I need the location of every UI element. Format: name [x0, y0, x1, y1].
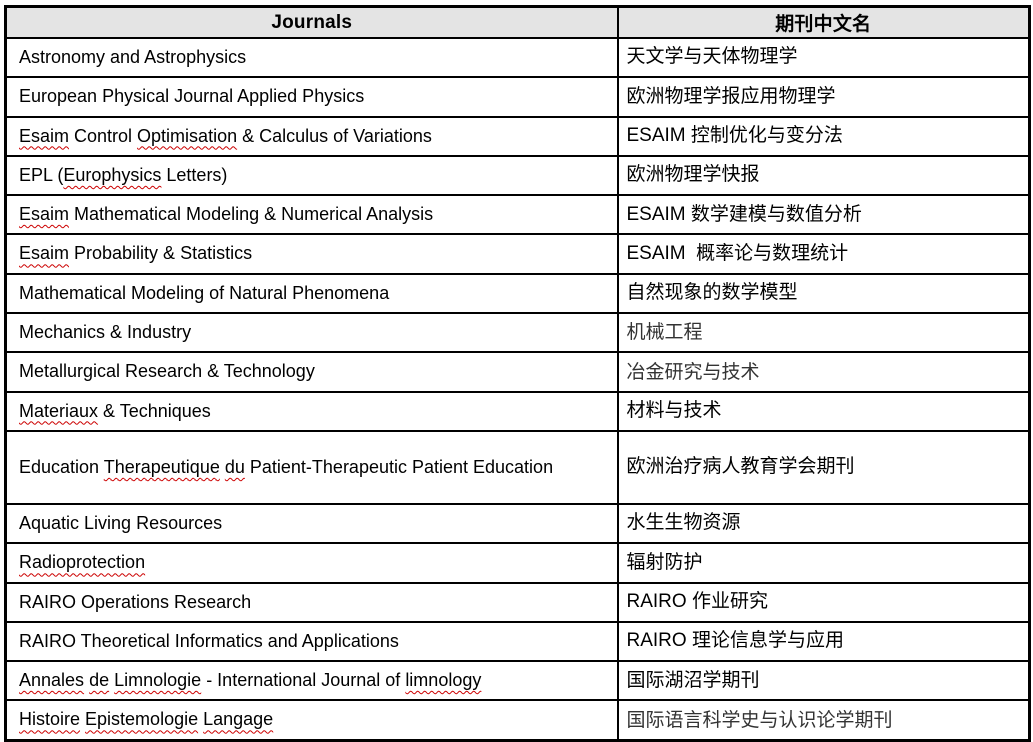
journal-name-en: Astronomy and Astrophysics	[4, 36, 619, 79]
journal-name-en: Esaim Control Optimisation & Calculus of…	[4, 115, 619, 157]
text-segment: European Physical Journal Applied Physic…	[19, 86, 365, 107]
journal-name-en: EPL (Europhysics Letters)	[4, 154, 619, 197]
journal-name-zh: 辐射防护	[616, 542, 1031, 584]
text-segment: RAIRO Theoretical Informatics and Applic…	[19, 630, 399, 651]
journal-name-zh: 自然现象的数学模型	[616, 272, 1031, 315]
text-segment: Astronomy and Astrophysics	[19, 47, 247, 67]
misspelled-word: Epistemologie	[85, 709, 199, 730]
text-segment: Control	[69, 125, 138, 146]
journal-name-en: Radioprotection	[4, 542, 619, 584]
table-row: Astronomy and Astrophysics 天文学与天体物理学	[4, 36, 1031, 79]
column-header-journals: Journals	[4, 5, 619, 39]
journal-name-en: RAIRO Theoretical Informatics and Applic…	[4, 620, 619, 663]
journal-name-en: Annales de Limnologie - International Jo…	[4, 660, 619, 702]
misspelled-word: Limnologie	[114, 670, 202, 691]
text-segment: RAIRO Operations Research	[19, 591, 252, 612]
text-segment: - International Journal of	[201, 670, 406, 691]
journal-name-zh: ESAIM 控制优化与变分法	[616, 115, 1031, 157]
journal-name-zh: 材料与技术	[616, 390, 1031, 432]
journal-name-en: Mechanics & Industry	[4, 312, 619, 354]
table-row: Esaim Control Optimisation & Calculus of…	[4, 115, 1031, 157]
journal-name-en: RAIRO Operations Research	[4, 581, 619, 623]
text-segment: Education	[19, 456, 104, 477]
journal-name-zh: 水生生物资源	[616, 502, 1031, 545]
journal-name-zh: 冶金研究与技术	[616, 351, 1031, 393]
journal-name-en: Esaim Probability & Statistics	[4, 233, 619, 275]
journals-table: Journals 期刊中文名 Astronomy and Astrophysic…	[4, 5, 1031, 742]
journal-name-zh: 国际语言科学史与认识论学期刊	[616, 699, 1031, 742]
misspelled-word: Esaim	[19, 243, 70, 264]
table-row: Aquatic Living Resources 水生生物资源	[4, 502, 1031, 545]
journal-name-zh: 天文学与天体物理学	[616, 36, 1031, 79]
misspelled-word: limnology	[405, 670, 482, 691]
misspelled-word: Esaim	[19, 204, 70, 225]
table-row: European Physical Journal Applied Physic…	[4, 76, 1031, 118]
text-segment: & Techniques	[98, 400, 211, 421]
journal-name-zh: 国际湖沼学期刊	[616, 660, 1031, 702]
table-row: RAIRO Operations Research RAIRO 作业研究	[4, 581, 1031, 623]
misspelled-word: du	[224, 456, 245, 477]
journal-name-en: Aquatic Living Resources	[4, 502, 619, 545]
journal-name-zh: ESAIM 数学建模与数值分析	[616, 194, 1031, 236]
table-body: Astronomy and Astrophysics 天文学与天体物理学 Europ…	[4, 36, 1031, 742]
misspelled-word: Therapeutique	[103, 456, 220, 477]
journal-name-en: European Physical Journal Applied Physic…	[4, 76, 619, 118]
misspelled-word: Europhysics	[63, 164, 162, 185]
table-row: Esaim Mathematical Modeling & Numerical …	[4, 194, 1031, 236]
table-row: Mathematical Modeling of Natural Phenome…	[4, 272, 1031, 315]
table-row: Annales de Limnologie - International Jo…	[4, 660, 1031, 702]
text-segment: Aquatic Living Resources	[19, 512, 223, 533]
text-segment: EPL (	[19, 164, 64, 185]
header-row: Journals 期刊中文名	[4, 5, 1031, 39]
misspelled-word: Esaim	[19, 125, 70, 146]
text-segment: Patient-Therapeutic Patient Education	[244, 456, 554, 477]
journal-name-zh: 欧洲物理学报应用物理学	[616, 76, 1031, 118]
misspelled-word: de	[89, 670, 110, 691]
text-segment: Letters)	[161, 164, 228, 185]
journal-name-en: Metallurgical Research & Technology	[4, 351, 619, 393]
misspelled-word: Optimisation	[137, 125, 238, 146]
document-page: Journals 期刊中文名 Astronomy and Astrophysic…	[4, 5, 1031, 742]
table-row: Histoire Epistemologie Langage 国际语言科学史与认识…	[4, 699, 1031, 742]
table-row: RAIRO Theoretical Informatics and Applic…	[4, 620, 1031, 663]
table-row: EPL (Europhysics Letters) 欧洲物理学快报	[4, 154, 1031, 197]
journal-name-en: Materiaux & Techniques	[4, 390, 619, 432]
column-header-chinese-name: 期刊中文名	[616, 5, 1031, 39]
text-segment: Mechanics & Industry	[19, 322, 192, 343]
text-segment: & Calculus of Variations	[237, 125, 432, 146]
misspelled-word: Langage	[203, 709, 274, 730]
journal-name-en: Histoire Epistemologie Langage	[4, 699, 619, 742]
table-row: Education Therapeutique du Patient-Thera…	[4, 429, 1031, 505]
journal-name-zh: 欧洲物理学快报	[616, 154, 1031, 197]
journal-name-zh: ESAIM 概率论与数理统计	[616, 233, 1031, 275]
text-segment: Probability & Statistics	[69, 243, 253, 264]
journal-name-en: Mathematical Modeling of Natural Phenome…	[4, 272, 619, 315]
table-row: Radioprotection 辐射防护	[4, 542, 1031, 584]
journal-name-en: Esaim Mathematical Modeling & Numerical …	[4, 194, 619, 236]
text-segment: Mathematical Modeling & Numerical Analys…	[69, 204, 434, 225]
table-row: Metallurgical Research & Technology 冶金研究与…	[4, 351, 1031, 393]
misspelled-word: Radioprotection	[19, 552, 146, 573]
journal-name-zh: 机械工程	[616, 312, 1031, 354]
journal-name-zh: 欧洲治疗病人教育学会期刊	[616, 429, 1031, 505]
text-segment: Metallurgical Research & Technology	[19, 361, 315, 382]
table-row: Mechanics & Industry 机械工程	[4, 312, 1031, 354]
journal-name-zh: RAIRO 作业研究	[616, 581, 1031, 623]
table-row: Esaim Probability & Statistics ESAIM 概率论与…	[4, 233, 1031, 275]
journal-name-en: Education Therapeutique du Patient-Thera…	[4, 429, 619, 505]
misspelled-word: Annales	[19, 670, 85, 691]
misspelled-word: Materiaux	[19, 400, 99, 421]
misspelled-word: Histoire	[19, 709, 81, 730]
journal-name-zh: RAIRO 理论信息学与应用	[616, 620, 1031, 663]
table-row: Materiaux & Techniques 材料与技术	[4, 390, 1031, 432]
text-segment: Mathematical Modeling of Natural Phenome…	[19, 282, 390, 303]
